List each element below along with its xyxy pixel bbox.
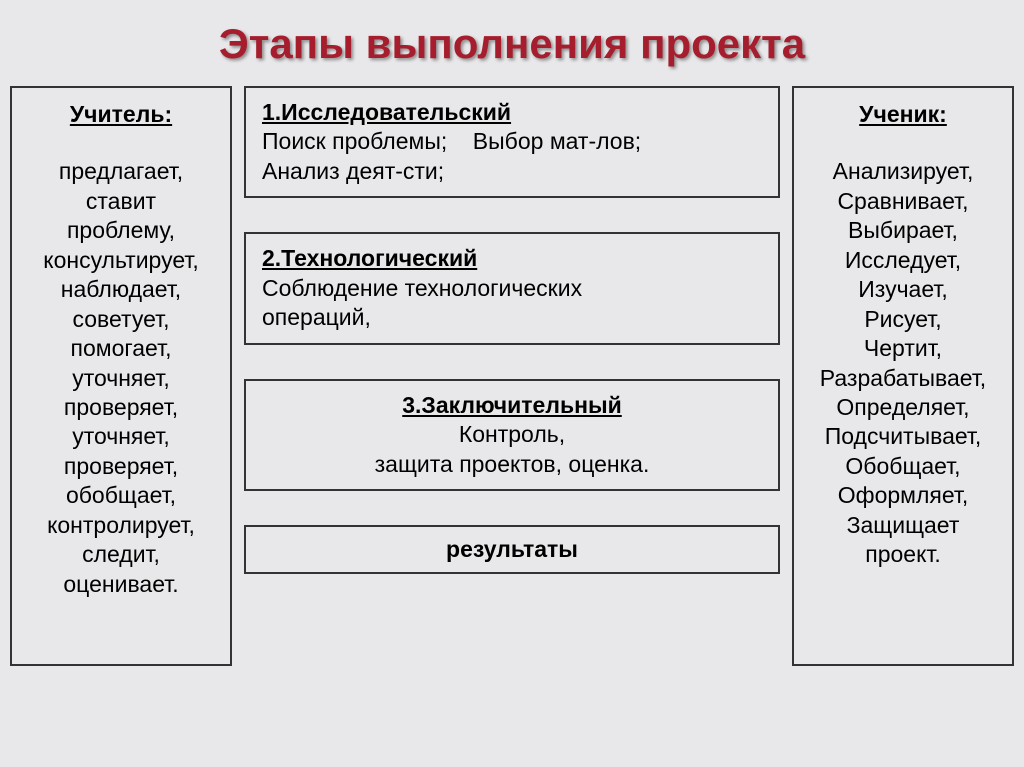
stage-3-header: 3.Заключительный — [262, 391, 762, 420]
stage-1-line1: Поиск проблемы; Выбор мат-лов; — [262, 128, 641, 154]
results-label: результаты — [446, 536, 578, 562]
student-header: Ученик: — [802, 100, 1004, 129]
stage-1-header: 1.Исследовательский — [262, 99, 511, 125]
stage-1-box: 1.Исследовательский Поиск проблемы; Выбо… — [244, 86, 780, 198]
stage-2-body: Соблюдение технологических операций, — [262, 275, 582, 330]
stage-3-body: Контроль,защита проектов, оценка. — [375, 421, 650, 476]
student-body: Анализирует,Сравнивает,Выбирает,Исследуе… — [820, 158, 986, 567]
stages-column: 1.Исследовательский Поиск проблемы; Выбо… — [244, 86, 780, 666]
teacher-header: Учитель: — [20, 100, 222, 129]
stage-1-line2: Анализ деят-сти; — [262, 158, 444, 184]
student-box: Ученик: Анализирует,Сравнивает,Выбирает,… — [792, 86, 1014, 666]
stage-3-box: 3.Заключительный Контроль,защита проекто… — [244, 379, 780, 491]
teacher-body: предлагает,ставитпроблему,консультирует,… — [43, 158, 198, 596]
diagram-layout: Учитель: предлагает,ставитпроблему,консу… — [10, 86, 1014, 666]
results-box: результаты — [244, 525, 780, 574]
stage-2-header: 2.Технологический — [262, 245, 477, 271]
stage-2-box: 2.Технологический Соблюдение технологиче… — [244, 232, 780, 344]
student-column: Ученик: Анализирует,Сравнивает,Выбирает,… — [792, 86, 1014, 666]
teacher-box: Учитель: предлагает,ставитпроблему,консу… — [10, 86, 232, 666]
page-title: Этапы выполнения проекта — [10, 20, 1014, 68]
teacher-column: Учитель: предлагает,ставитпроблему,консу… — [10, 86, 232, 666]
